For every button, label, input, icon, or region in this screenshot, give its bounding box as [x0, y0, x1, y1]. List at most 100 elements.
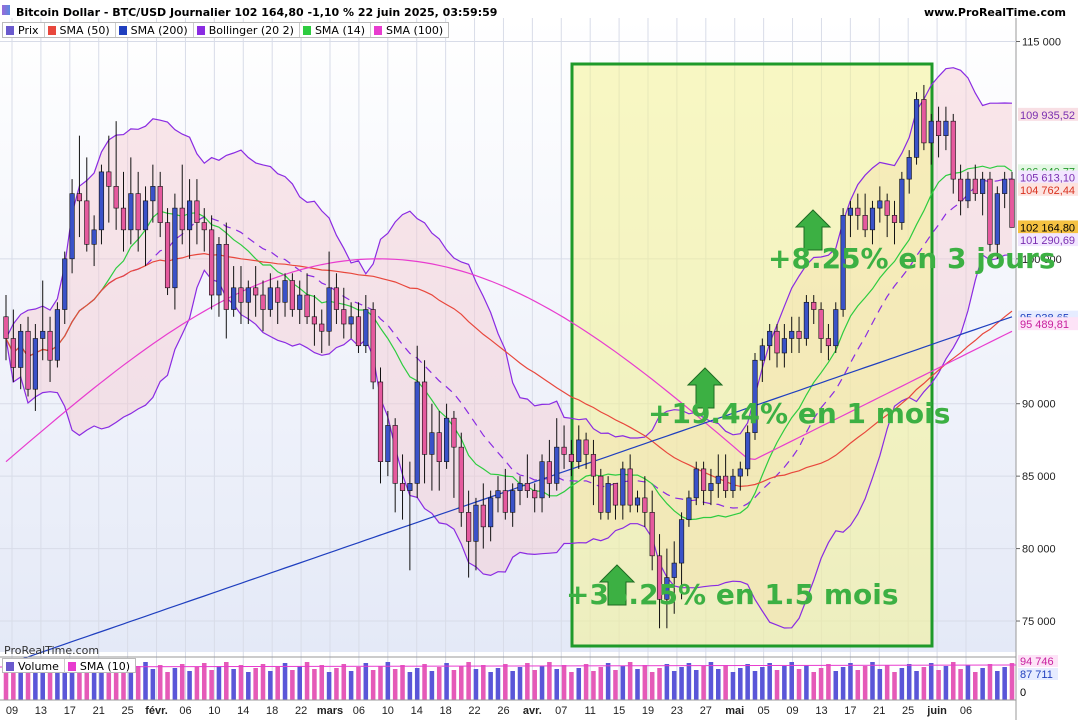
site-link[interactable]: www.ProRealTime.com	[923, 6, 1066, 19]
candle-body	[253, 287, 259, 296]
y-tick-label-5: 75 000	[1022, 616, 1056, 628]
candle-body	[407, 483, 413, 491]
volume-bar	[3, 672, 9, 700]
legend-item-0[interactable]: Prix	[3, 23, 45, 37]
legend-item-4[interactable]: SMA (14)	[300, 23, 372, 37]
x-tick-label-4: 25	[122, 705, 134, 717]
y-tick-label-3: 85 000	[1022, 471, 1056, 483]
y-tick-label-0: 115 000	[1022, 36, 1061, 48]
volume-bar	[11, 668, 16, 700]
volume-bar	[620, 666, 626, 700]
candle-body	[135, 193, 141, 231]
bollinger-lower	[5, 254, 1013, 629]
legend-swatch	[47, 25, 56, 35]
candle-body	[238, 287, 244, 303]
candle-body	[1002, 178, 1008, 194]
price-tag-bg-3	[1018, 182, 1078, 196]
volume-bar	[950, 662, 956, 700]
volume-bar	[826, 664, 831, 700]
volume-bar	[525, 663, 530, 700]
volume-bar	[18, 664, 23, 700]
bollinger-middle	[5, 178, 1013, 509]
volume-bar	[914, 671, 919, 700]
volume-legend: Volume SMA (10)	[2, 658, 136, 673]
candle-body	[723, 475, 729, 491]
volume-legend-item-1[interactable]: SMA (10)	[65, 659, 135, 673]
volume-bar	[201, 663, 207, 700]
candle-body	[91, 229, 97, 245]
candle-body	[377, 381, 384, 462]
candle-body	[319, 323, 325, 332]
legend-item-5[interactable]: SMA (100)	[371, 23, 448, 37]
candle-body	[260, 294, 266, 310]
watermark: ProRealTime.com	[4, 644, 100, 657]
volume-bar	[980, 668, 985, 700]
candle-body	[634, 497, 641, 506]
candle-body	[958, 178, 964, 202]
volume-bar	[84, 672, 90, 700]
volume-bar	[840, 667, 846, 700]
candle-body	[546, 461, 552, 484]
volume-bar	[877, 669, 883, 700]
x-tick-label-13: 10	[382, 705, 394, 717]
volume-bar	[47, 670, 53, 700]
sma-200-line	[5, 316, 1013, 666]
volume-bar	[862, 666, 868, 700]
candle-body	[3, 316, 9, 339]
volume-bar	[157, 665, 163, 700]
legend-label: SMA (50)	[59, 23, 110, 37]
candle-body	[583, 439, 589, 455]
volume-bar	[752, 671, 758, 700]
legend-item-2[interactable]: SMA (200)	[116, 23, 194, 37]
chart-title: Bitcoin Dollar - BTC/USD Journalier 102 …	[16, 6, 498, 19]
candle-body	[811, 301, 817, 310]
candle-body	[275, 287, 281, 303]
volume-legend-item-0[interactable]: Volume	[3, 659, 65, 673]
volume-bar	[818, 668, 824, 700]
volume-bar	[238, 665, 244, 700]
volume-bar	[481, 665, 486, 700]
price-tag-5: 101 290,69	[1020, 235, 1075, 247]
volume-bar	[444, 663, 449, 700]
candle-body	[370, 309, 376, 383]
candle-body	[32, 338, 38, 390]
x-tick-label-32: juin	[926, 705, 947, 717]
candle-body	[18, 330, 24, 368]
legend-swatch	[196, 25, 205, 35]
x-tick-label-18: avr.	[523, 705, 542, 717]
candle-body	[715, 475, 721, 484]
volume-bar	[385, 662, 391, 700]
volume-bar	[936, 670, 941, 700]
volume-bar	[701, 666, 706, 700]
volume-bar	[576, 668, 582, 700]
volume-bar	[965, 665, 971, 700]
volume-bar	[91, 668, 97, 700]
candle-body	[62, 258, 68, 310]
x-tick-label-20: 11	[584, 705, 595, 717]
volume-bar	[973, 672, 978, 700]
candle-body	[172, 207, 178, 289]
candle-body	[120, 207, 127, 231]
candle-body	[972, 178, 978, 194]
candle-body	[935, 120, 942, 136]
candle-body	[913, 99, 920, 158]
legend-item-3[interactable]: Bollinger (20 2)	[194, 23, 300, 37]
candle-body	[466, 512, 472, 542]
volume-bar	[33, 667, 38, 700]
volume-bar	[407, 672, 413, 700]
candle-body	[399, 483, 406, 491]
candle-body	[142, 200, 149, 231]
volume-bar	[179, 664, 185, 700]
price-tag-bg-2	[1018, 170, 1078, 184]
candle-body	[84, 200, 90, 245]
volume-bar	[708, 662, 714, 700]
volume-bar	[627, 662, 633, 700]
volume-bar	[99, 664, 104, 700]
candle-body	[752, 359, 758, 433]
legend-item-1[interactable]: SMA (50)	[45, 23, 116, 37]
x-tick-label-19: 07	[555, 705, 567, 717]
candle-body	[282, 280, 288, 303]
volume-bar	[209, 670, 214, 700]
volume-bar	[275, 667, 280, 700]
volume-bar	[642, 665, 648, 700]
